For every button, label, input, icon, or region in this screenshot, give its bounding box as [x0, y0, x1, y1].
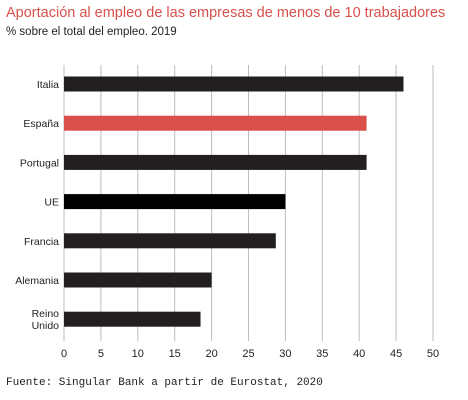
grid-lines: [63, 65, 434, 341]
chart-subtitle: % sobre el total del empleo. 2019: [6, 26, 177, 38]
category-label: Italia: [37, 79, 59, 91]
bars: [64, 76, 404, 327]
x-tick-label: 40: [353, 348, 365, 360]
category-labels: Italia España Portugal UE Francia Alemania Rei…: [15, 79, 59, 332]
category-label: Alemania: [15, 275, 59, 287]
x-tick-label: 15: [169, 348, 181, 360]
x-tick-label: 45: [390, 348, 402, 360]
category-label: UE: [44, 197, 59, 209]
chart-title: Aportación al empleo de las empresas de …: [6, 5, 446, 21]
x-tick-label: 30: [279, 348, 291, 360]
bar: [64, 76, 404, 92]
bar: [64, 154, 367, 170]
category-label: Reino: [32, 308, 60, 320]
tick-labels: 0 5 10 15 20 25 30 35 40 45 50: [61, 348, 439, 360]
x-tick-label: 20: [205, 348, 217, 360]
bar: [64, 115, 367, 131]
bar: [64, 194, 286, 210]
bar-chart: Italia España Portugal UE Francia Alemania Rei…: [15, 65, 439, 360]
category-label: Unido: [32, 320, 60, 332]
x-tick-label: 35: [316, 348, 328, 360]
x-tick-label: 50: [427, 348, 439, 360]
category-label: Portugal: [20, 157, 59, 169]
bar: [64, 311, 201, 327]
category-label: España: [23, 118, 59, 130]
category-label: Francia: [24, 236, 59, 248]
x-tick-label: 10: [132, 348, 144, 360]
x-tick-label: 0: [61, 348, 67, 360]
x-tick-label: 25: [242, 348, 254, 360]
source-note: Fuente: Singular Bank a partir de Eurost…: [6, 377, 323, 389]
bar: [64, 233, 276, 249]
bar: [64, 272, 212, 288]
x-tick-label: 5: [98, 348, 104, 360]
